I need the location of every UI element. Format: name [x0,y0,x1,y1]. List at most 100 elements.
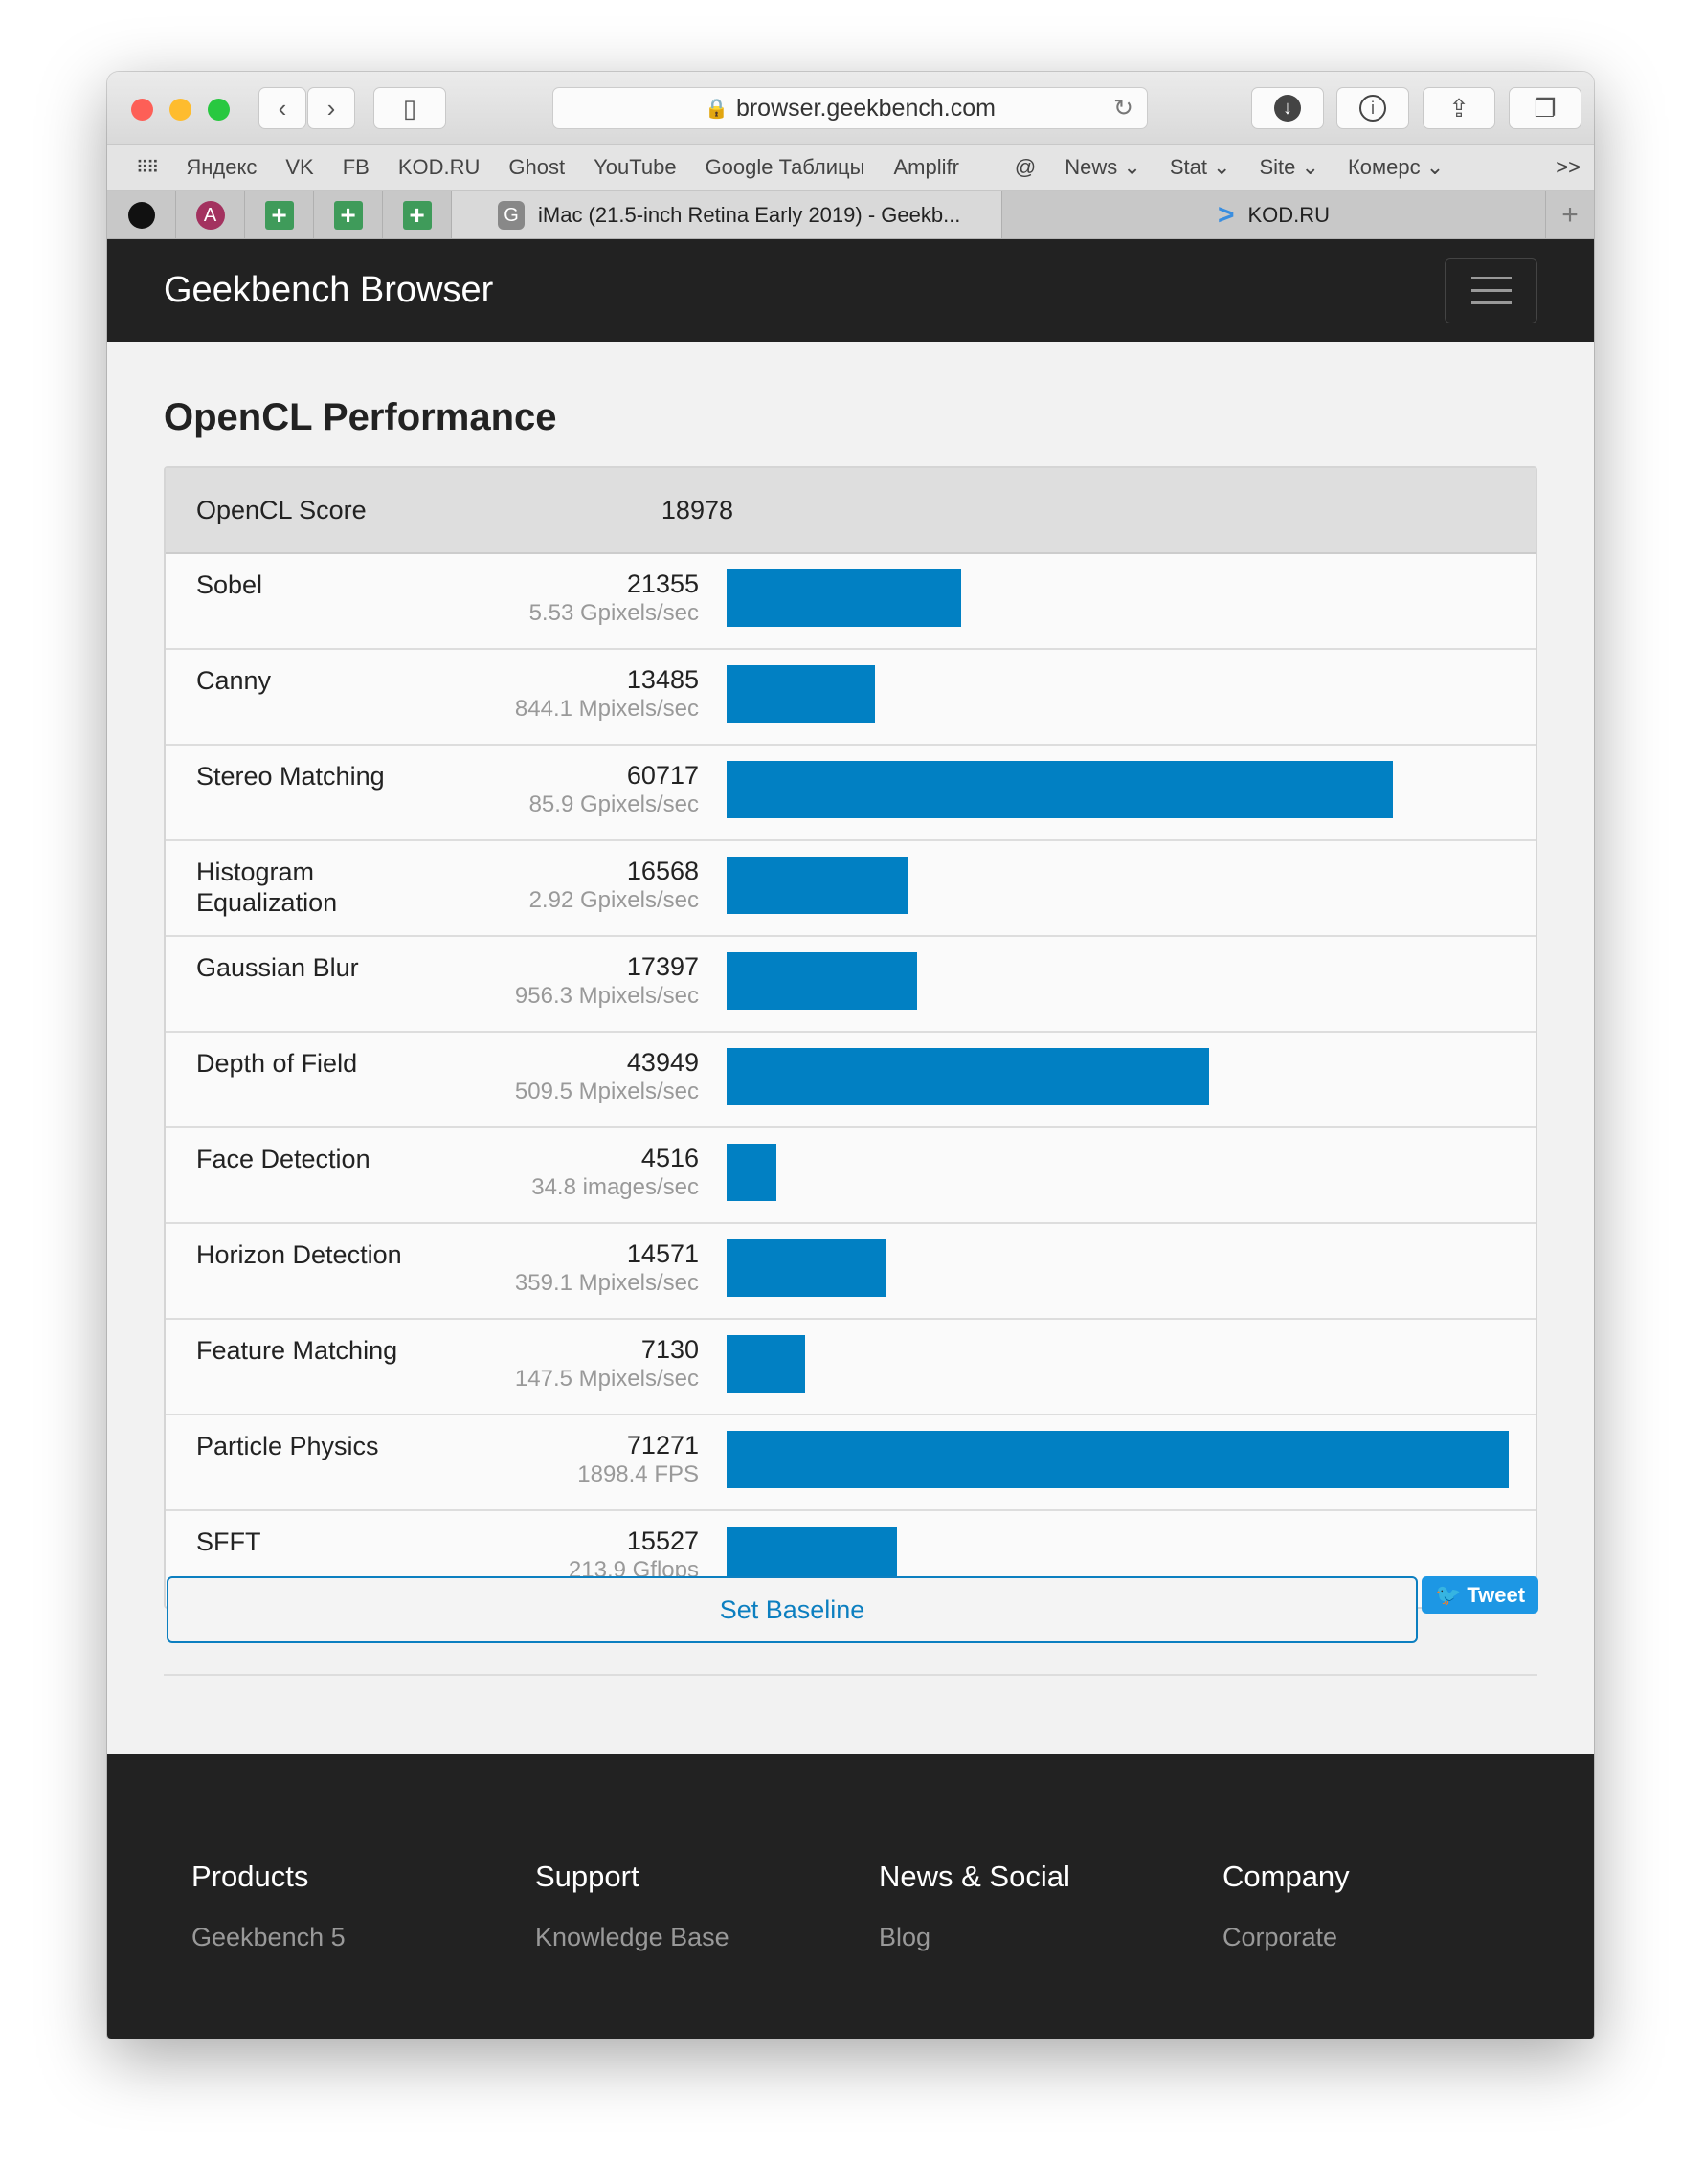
grid-icon[interactable]: ⠿⠿ [136,157,159,177]
workload-score: 13485 [626,665,699,694]
score-bar [727,1527,897,1584]
tabs-overview-button[interactable]: ❐ [1509,87,1581,129]
score-value: 18978 [661,495,733,524]
bookmark-folder-stat[interactable]: Stat ⌄ [1169,155,1231,179]
bookmark-folder-news[interactable]: News ⌄ [1065,155,1141,179]
score-bar [727,761,1394,818]
minimize-window-button[interactable] [169,99,191,121]
workload-rate: 956.3 Mpixels/sec [514,983,699,1009]
info-icon: i [1359,95,1386,122]
site-navbar: Geekbench Browser [107,239,1594,342]
score-bar [727,1144,776,1201]
workload-name: Particle Physics [196,1432,379,1460]
workload-score: 43949 [626,1048,699,1077]
tab-title: iMac (21.5-inch Retina Early 2019) - Gee… [538,202,961,227]
results-table: OpenCL Score 18978 Sobel 21355 5.53 Gpix… [164,466,1537,1609]
pinned-tab-sheets[interactable]: + [314,191,383,238]
divider [164,1674,1537,1676]
footer-link[interactable]: Geekbench 5 [191,1923,346,1951]
pinned-tab-a[interactable]: A [176,191,245,238]
result-row: SFFT 15527 213.9 Gflops [166,1511,1536,1607]
page-content: OpenCL Performance OpenCL Score 18978 So… [107,342,1594,2039]
kodru-favicon: > [1217,198,1235,231]
workload-rate: 359.1 Mpixels/sec [514,1270,699,1296]
footer-column: News & Social Blog [879,1860,1070,1952]
tabs-icon: ❐ [1534,93,1557,123]
result-row: Feature Matching 7130 147.5 Mpixels/sec [166,1320,1536,1415]
info-button[interactable]: i [1336,87,1409,129]
tweet-button[interactable]: 🐦 Tweet [1422,1576,1538,1614]
workload-name: Canny [196,666,272,695]
menu-toggle-button[interactable] [1445,257,1537,323]
a-icon: A [195,200,225,230]
workload-rate: 509.5 Mpixels/sec [514,1079,699,1104]
workload-name: Horizon Detection [196,1240,402,1269]
workload-name: Feature Matching [196,1336,398,1365]
reload-icon[interactable]: ↻ [1113,95,1133,122]
set-baseline-button[interactable]: Set Baseline [167,1576,1418,1643]
sidebar-button[interactable]: ▯ [373,87,446,129]
workload-score: 15527 [626,1527,699,1555]
workload-rate: 844.1 Mpixels/sec [514,696,699,722]
back-button[interactable]: ‹ [258,87,306,129]
score-bar [727,952,918,1010]
pinned-tab-github[interactable] [107,191,176,238]
site-brand[interactable]: Geekbench Browser [164,270,494,310]
result-row: Canny 13485 844.1 Mpixels/sec [166,650,1536,746]
pinned-tab-sheets[interactable]: + [245,191,314,238]
result-row: Face Detection 4516 34.8 images/sec [166,1128,1536,1224]
tab-title: KOD.RU [1247,202,1331,227]
browser-window: ‹ › ▯ 🔒 browser.geekbench.com ↻ ↓ i ⇪ ❐ … [107,72,1594,2039]
github-icon [127,201,155,229]
download-icon: ↓ [1274,95,1301,122]
new-tab-button[interactable]: + [1561,198,1579,231]
chevron-left-icon: ‹ [278,93,287,123]
result-row: Particle Physics 71271 1898.4 FPS [166,1415,1536,1511]
bookmark[interactable]: KOD.RU [397,155,481,179]
bookmark[interactable]: Google Таблицы [705,155,865,179]
score-bar [727,569,961,627]
bookmark[interactable]: Ghost [508,155,566,179]
bookmark[interactable]: VK [285,155,314,179]
workload-score: 60717 [626,761,699,790]
footer-heading: News & Social [879,1860,1070,1893]
bookmarks-overflow-button[interactable]: >> [1556,155,1581,179]
workload-name: Face Detection [196,1145,370,1173]
score-bar [727,857,908,914]
zoom-window-button[interactable] [208,99,230,121]
bookmark[interactable]: YouTube [594,155,677,179]
footer-link[interactable]: Blog [879,1923,931,1951]
footer-heading: Products [191,1860,309,1893]
share-icon: ⇪ [1448,93,1469,123]
workload-name: Stereo Matching [196,762,385,791]
bookmark[interactable]: Яндекс [186,155,258,179]
workload-score: 16568 [626,857,699,885]
footer-link[interactable]: Corporate [1222,1923,1338,1951]
close-window-button[interactable] [131,99,153,121]
bookmark[interactable]: @ [1014,155,1037,179]
downloads-button[interactable]: ↓ [1251,87,1324,129]
workload-rate: 5.53 Gpixels/sec [528,600,699,626]
footer-column: Company Corporate [1222,1860,1350,1952]
score-bar [727,1048,1209,1105]
score-bar [727,1239,887,1297]
workload-score: 17397 [626,952,699,981]
footer-link[interactable]: Knowledge Base [535,1923,729,1951]
share-button[interactable]: ⇪ [1423,87,1495,129]
result-row: Depth of Field 43949 509.5 Mpixels/sec [166,1033,1536,1128]
chevron-right-icon: › [326,93,336,123]
address-bar[interactable]: 🔒 browser.geekbench.com ↻ [552,87,1148,129]
tab-kodru[interactable]: > KOD.RU [1002,191,1546,238]
forward-button[interactable]: › [307,87,355,129]
tab-geekbench[interactable]: G iMac (21.5-inch Retina Early 2019) - G… [452,191,1002,238]
sheets-icon: + [333,200,363,230]
bookmark[interactable]: FB [342,155,370,179]
result-row: Sobel 21355 5.53 Gpixels/sec [166,554,1536,650]
bookmark[interactable]: Amplifr [893,155,959,179]
workload-name: Depth of Field [196,1049,358,1078]
bookmark-folder-komers[interactable]: Комерс ⌄ [1347,155,1445,179]
pinned-tab-sheets[interactable]: + [383,191,452,238]
bookmark-folder-site[interactable]: Site ⌄ [1259,155,1319,179]
workload-rate: 147.5 Mpixels/sec [514,1366,699,1392]
footer: Products Geekbench 5 Support Knowledge Bas… [107,1754,1594,2039]
